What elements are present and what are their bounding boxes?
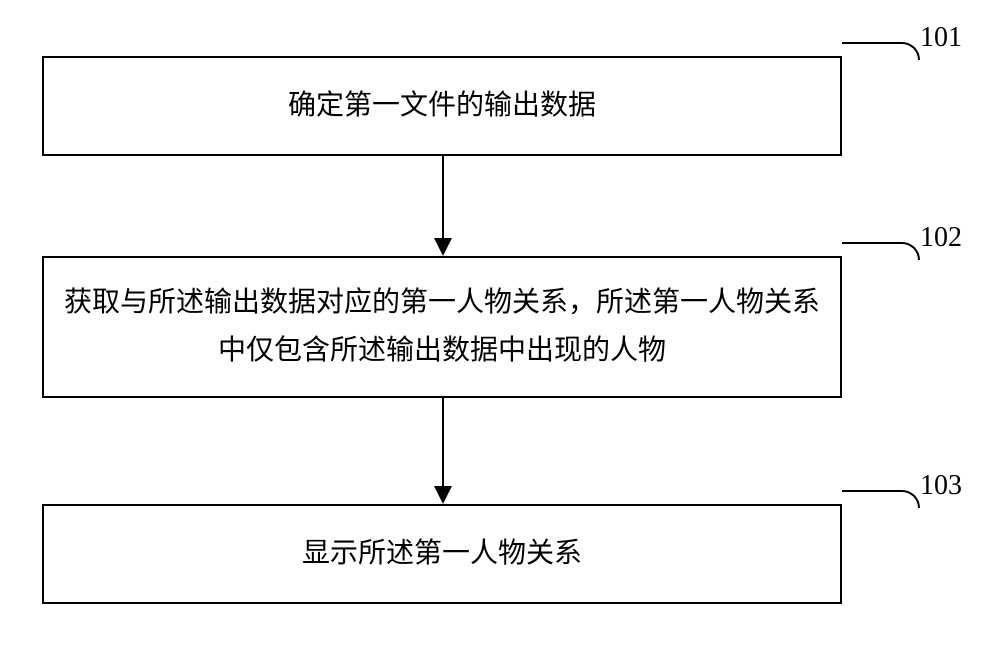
step-103-box: 显示所述第一人物关系	[42, 504, 842, 604]
arrow-102-103	[442, 398, 444, 486]
flowchart-canvas: 确定第一文件的输出数据 101 获取与所述输出数据对应的第一人物关系，所述第一人…	[0, 0, 1000, 661]
step-101-leader	[842, 42, 920, 60]
step-101-text: 确定第一文件的输出数据	[288, 82, 596, 130]
step-102-box: 获取与所述输出数据对应的第一人物关系，所述第一人物关系中仅包含所述输出数据中出现…	[42, 256, 842, 398]
step-103-text: 显示所述第一人物关系	[302, 530, 582, 578]
step-103-leader	[842, 490, 920, 508]
step-101-label: 101	[920, 22, 962, 54]
step-101-box: 确定第一文件的输出数据	[42, 56, 842, 156]
arrow-102-103-head	[434, 486, 452, 504]
step-102-label: 102	[920, 222, 962, 254]
step-102-leader	[842, 242, 920, 260]
step-103-label: 103	[920, 470, 962, 502]
arrow-101-102-head	[434, 238, 452, 256]
arrow-101-102	[442, 156, 444, 238]
step-102-text: 获取与所述输出数据对应的第一人物关系，所述第一人物关系中仅包含所述输出数据中出现…	[64, 279, 820, 374]
